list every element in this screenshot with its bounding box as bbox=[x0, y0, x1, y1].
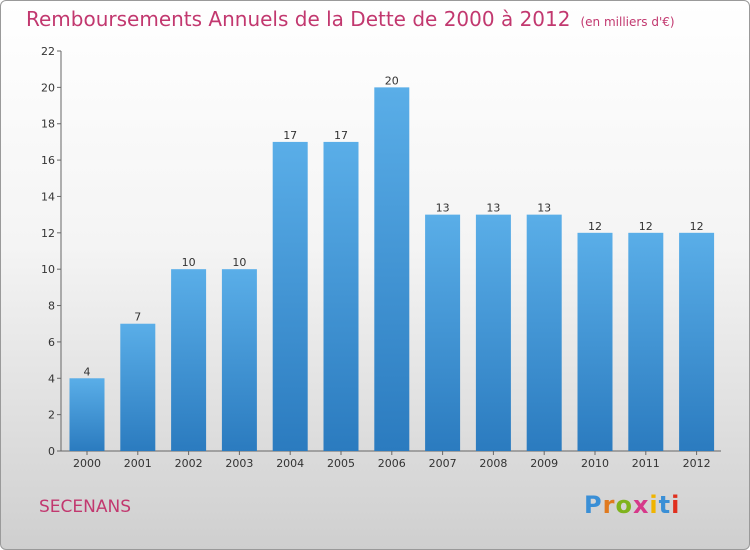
y-tick-label: 10 bbox=[41, 263, 55, 276]
y-tick-label: 4 bbox=[48, 372, 55, 385]
logo-letter: i bbox=[671, 491, 681, 519]
bar-2005 bbox=[323, 141, 359, 451]
y-tick-label: 12 bbox=[41, 227, 55, 240]
x-tick-label: 2002 bbox=[175, 457, 203, 470]
x-tick-label: 2011 bbox=[632, 457, 660, 470]
bar-value-label: 12 bbox=[639, 220, 653, 233]
y-tick-label: 20 bbox=[41, 81, 55, 94]
x-tick-label: 2005 bbox=[327, 457, 355, 470]
proxiti-logo: Proxiti bbox=[584, 491, 680, 519]
bar-2002 bbox=[171, 269, 207, 451]
y-tick-label: 2 bbox=[48, 409, 55, 422]
city-name: SECENANS bbox=[39, 497, 131, 517]
y-tick-label: 18 bbox=[41, 118, 55, 131]
y-tick-label: 0 bbox=[48, 445, 55, 458]
bar-2001 bbox=[120, 323, 156, 451]
logo-letter: o bbox=[615, 491, 633, 519]
bar-2004 bbox=[272, 141, 308, 451]
bar-2008 bbox=[475, 214, 511, 451]
bar-value-label: 13 bbox=[436, 202, 450, 215]
y-tick-label: 22 bbox=[41, 45, 55, 58]
bar-2006 bbox=[374, 87, 410, 451]
bar-value-label: 4 bbox=[84, 365, 91, 378]
bar-2012 bbox=[679, 232, 715, 451]
bar-value-label: 12 bbox=[690, 220, 704, 233]
chart-unit: (en milliers d'€) bbox=[580, 15, 675, 29]
x-tick-label: 2003 bbox=[225, 457, 253, 470]
logo-letter: P bbox=[584, 491, 603, 519]
bar-value-label: 20 bbox=[385, 74, 399, 87]
y-tick-label: 8 bbox=[48, 300, 55, 313]
logo-letter: x bbox=[632, 491, 650, 519]
bar-value-label: 10 bbox=[232, 256, 246, 269]
chart-title: Remboursements Annuels de la Dette de 20… bbox=[26, 7, 675, 31]
bar-value-label: 12 bbox=[588, 220, 602, 233]
y-tick-label: 16 bbox=[41, 154, 55, 167]
x-tick-label: 2012 bbox=[683, 457, 711, 470]
logo-letter: r bbox=[602, 491, 616, 519]
x-tick-label: 2006 bbox=[378, 457, 406, 470]
logo-letter: t bbox=[658, 491, 672, 519]
bar-value-label: 17 bbox=[334, 129, 348, 142]
x-tick-label: 2001 bbox=[124, 457, 152, 470]
bar-value-label: 7 bbox=[134, 311, 141, 324]
bar-2010 bbox=[577, 232, 613, 451]
bar-value-label: 10 bbox=[182, 256, 196, 269]
x-tick-label: 2008 bbox=[479, 457, 507, 470]
bar-2000 bbox=[69, 378, 105, 451]
y-tick-label: 6 bbox=[48, 336, 55, 349]
x-tick-label: 2007 bbox=[429, 457, 457, 470]
x-tick-label: 2004 bbox=[276, 457, 304, 470]
bar-value-label: 17 bbox=[283, 129, 297, 142]
logo-letter: i bbox=[649, 491, 659, 519]
bar-value-label: 13 bbox=[486, 202, 500, 215]
bar-2011 bbox=[628, 232, 664, 451]
x-tick-label: 2000 bbox=[73, 457, 101, 470]
bar-value-label: 13 bbox=[537, 202, 551, 215]
y-tick-label: 14 bbox=[41, 190, 55, 203]
bar-2007 bbox=[425, 214, 461, 451]
bar-2009 bbox=[526, 214, 562, 451]
x-tick-label: 2010 bbox=[581, 457, 609, 470]
bar-2003 bbox=[221, 269, 257, 451]
x-tick-label: 2009 bbox=[530, 457, 558, 470]
